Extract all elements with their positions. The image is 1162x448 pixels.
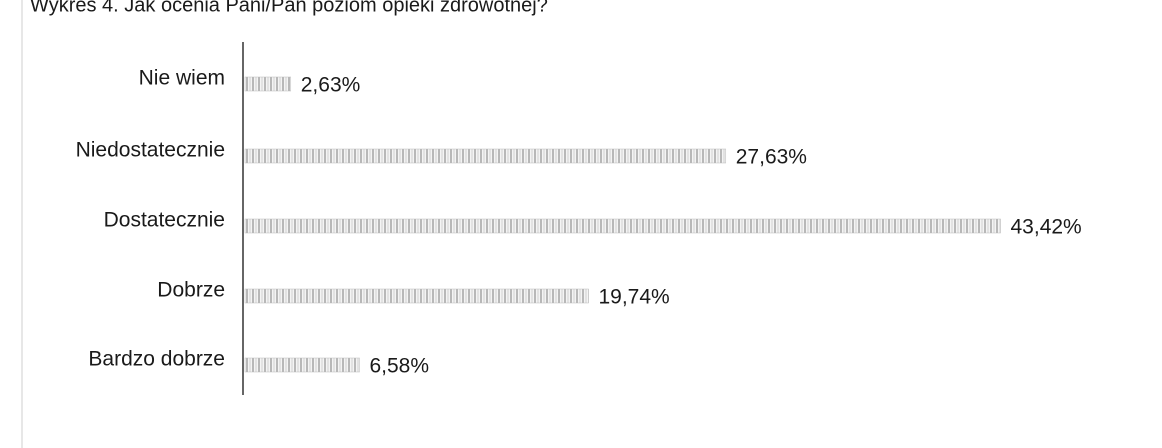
value-label: 2,63% — [301, 74, 361, 97]
bar — [244, 288, 589, 304]
bar — [244, 357, 360, 373]
bar — [244, 218, 1001, 234]
bar — [244, 76, 292, 92]
bar — [244, 148, 727, 164]
category-label: Bardzo dobrze — [88, 348, 225, 371]
category-label: Nie wiem — [139, 67, 225, 90]
category-label: Niedostatecznie — [76, 139, 225, 162]
value-label: 43,42% — [1011, 216, 1082, 239]
value-label: 27,63% — [736, 146, 807, 169]
value-label: 19,74% — [598, 286, 669, 309]
value-label: 6,58% — [369, 355, 429, 378]
chart-title: Wykres 4. Jak ocenia Pani/Pan poziom opi… — [30, 0, 548, 16]
category-label: Dostatecznie — [104, 209, 225, 232]
category-label: Dobrze — [157, 279, 225, 302]
